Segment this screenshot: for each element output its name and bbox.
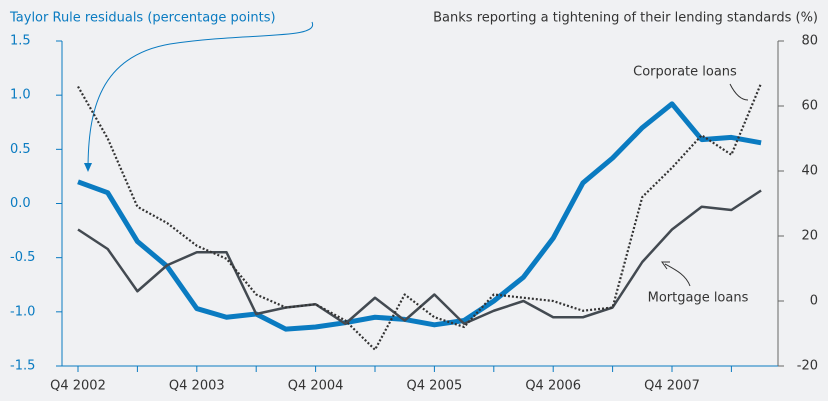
y-tick-label: -0.5: [10, 250, 35, 265]
y-tick-label: -1.5: [10, 359, 35, 374]
annotation-arrow: [729, 83, 749, 101]
title-arrow: [87, 21, 314, 171]
series-line: [77, 82, 763, 351]
y-tick-label: -1.0: [10, 304, 35, 319]
x-tick-label: Q4 2004: [288, 379, 344, 394]
x-tick-label: Q4 2006: [525, 379, 581, 394]
x-tick-label: Q4 2002: [50, 379, 106, 394]
annotation-arrow: [664, 263, 691, 287]
series-line: [77, 189, 762, 325]
series-line: [77, 101, 762, 332]
y2-tick-label: 80: [801, 34, 818, 49]
x-tick-label: Q4 2005: [407, 379, 463, 394]
y2-tick-label: 40: [801, 164, 818, 179]
y-tick-label: 1.0: [10, 88, 31, 103]
arrow-head: [661, 261, 670, 270]
y2-tick-label: -20: [797, 359, 818, 374]
y-tick-label: 1.5: [10, 34, 31, 49]
x-tick-label: Q4 2003: [169, 379, 225, 394]
y-tick-label: 0.5: [10, 142, 31, 157]
annotation: Corporate loans: [633, 65, 737, 80]
y2-axis-title: Banks reporting a tightening of their le…: [433, 11, 818, 26]
y2-tick-label: 20: [801, 229, 818, 244]
chart-title: Taylor Rule residuals (percentage points…: [9, 11, 276, 26]
x-tick-label: Q4 2007: [644, 379, 700, 394]
arrow-head: [84, 163, 92, 172]
y2-tick-label: 0: [810, 294, 818, 309]
annotation: Mortgage loans: [648, 291, 749, 306]
y2-tick-label: 60: [801, 99, 818, 114]
y-tick-label: 0.0: [10, 196, 31, 211]
